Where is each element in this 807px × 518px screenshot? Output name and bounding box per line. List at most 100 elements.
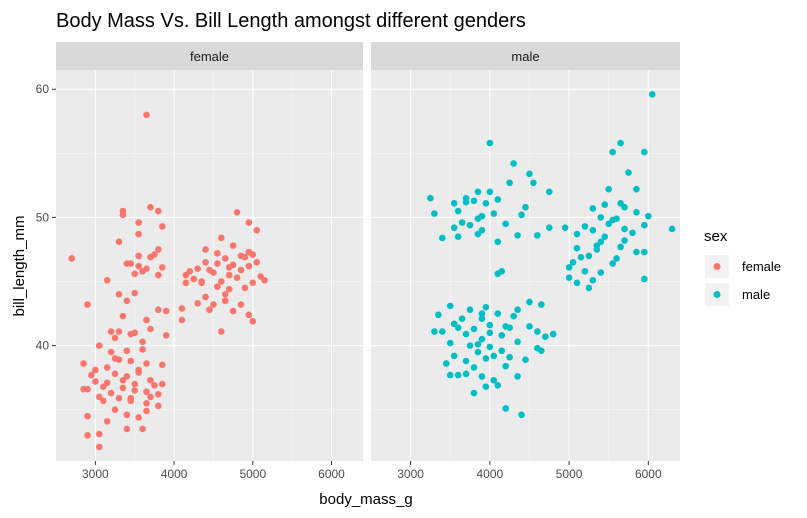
data-point-female: [84, 432, 91, 439]
data-point-female: [143, 111, 150, 119]
data-point-male: [633, 248, 640, 256]
data-point-female: [127, 330, 135, 338]
data-point-male: [458, 219, 466, 226]
data-point-male: [431, 210, 438, 217]
data-point-female: [221, 255, 229, 262]
data-point-male: [545, 224, 553, 231]
data-point-female: [237, 301, 245, 308]
data-point-male: [482, 303, 490, 311]
data-point-female: [206, 306, 213, 314]
data-point-female: [80, 385, 87, 393]
data-point-female: [147, 393, 154, 401]
legend-key-male: [713, 291, 721, 298]
data-point-female: [151, 251, 158, 258]
data-point-male: [585, 284, 593, 292]
data-point-female: [139, 267, 146, 275]
data-point-male: [613, 215, 620, 223]
data-point-female: [158, 223, 166, 230]
data-point-female: [143, 316, 150, 324]
data-point-male: [498, 332, 506, 339]
data-point-female: [143, 388, 150, 396]
data-point-male: [454, 371, 462, 379]
facet-strip-female: [56, 42, 363, 70]
data-point-male: [593, 242, 601, 249]
data-point-male: [482, 383, 490, 390]
data-point-female: [131, 380, 139, 388]
data-point-female: [123, 411, 131, 419]
data-point-male: [565, 264, 573, 271]
data-point-male: [498, 347, 506, 355]
data-point-male: [585, 252, 593, 260]
x-tick-label: 5000: [556, 467, 583, 481]
data-point-female: [84, 412, 91, 420]
x-tick-label: 3000: [397, 467, 424, 481]
data-point-female: [103, 364, 111, 371]
data-point-male: [534, 232, 541, 239]
data-point-female: [155, 402, 162, 410]
data-point-female: [237, 266, 245, 274]
data-point-female: [135, 230, 142, 238]
data-point-female: [111, 334, 119, 342]
data-point-female: [139, 346, 146, 353]
data-point-male: [494, 238, 502, 246]
data-point-female: [229, 242, 237, 249]
data-point-female: [182, 279, 190, 287]
data-point-female: [151, 382, 158, 389]
data-point-female: [218, 278, 225, 285]
data-point-male: [478, 335, 486, 343]
data-point-female: [115, 238, 123, 246]
data-point-female: [210, 301, 217, 308]
data-point-female: [202, 259, 209, 266]
data-point-female: [123, 260, 131, 267]
data-point-male: [478, 310, 486, 317]
data-point-female: [95, 430, 103, 438]
data-point-male: [446, 302, 454, 310]
data-point-female: [99, 397, 107, 405]
data-point-male: [569, 259, 577, 266]
data-point-male: [442, 360, 450, 367]
data-point-female: [233, 209, 241, 216]
data-point-female: [182, 271, 190, 279]
data-point-male: [621, 237, 628, 244]
data-point-male: [470, 197, 478, 205]
data-point-male: [474, 215, 482, 223]
data-point-male: [601, 233, 609, 240]
x-tick-label: 5000: [239, 467, 266, 481]
data-point-female: [221, 291, 229, 298]
data-point-male: [486, 329, 494, 337]
data-point-female: [103, 417, 111, 425]
data-point-female: [155, 271, 162, 279]
data-point-male: [478, 315, 486, 323]
data-point-male: [450, 200, 458, 207]
data-point-female: [214, 260, 221, 267]
points-male: [427, 91, 676, 419]
facet-strip-label-female: female: [190, 49, 229, 64]
data-point-female: [92, 366, 99, 374]
data-point-male: [641, 221, 648, 229]
data-point-male: [482, 200, 490, 207]
data-point-female: [202, 246, 209, 253]
facet-male: male: [371, 42, 680, 461]
data-point-male: [462, 198, 470, 206]
data-point-male: [454, 207, 462, 215]
x-tick-label: 3000: [82, 467, 109, 481]
data-point-female: [158, 380, 166, 388]
data-point-male: [494, 310, 502, 317]
facet-strip-label-male: male: [511, 49, 539, 64]
data-point-male: [538, 301, 545, 308]
data-point-female: [123, 297, 131, 305]
data-point-male: [514, 373, 521, 380]
data-point-male: [514, 338, 521, 346]
data-point-male: [613, 255, 620, 262]
data-point-female: [194, 300, 201, 307]
data-point-female: [107, 328, 115, 335]
data-point-male: [581, 267, 589, 275]
data-point-female: [147, 203, 154, 211]
data-point-male: [565, 274, 573, 281]
data-point-female: [143, 400, 150, 407]
data-point-female: [155, 246, 162, 253]
x-axis: 3000 4000 5000 6000 3000 4000 5000 6000: [82, 461, 662, 481]
data-point-female: [111, 370, 119, 378]
data-point-male: [597, 214, 605, 221]
chart-title: Body Mass Vs. Bill Length amongst differ…: [56, 10, 526, 32]
